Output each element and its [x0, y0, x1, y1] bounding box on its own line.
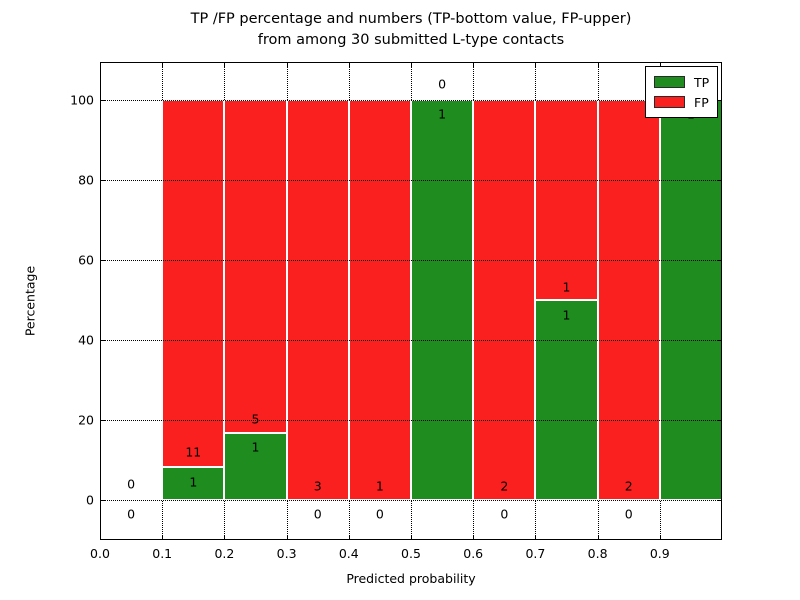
bar-segment-fp [348, 100, 411, 500]
horizontal-gridline [100, 180, 722, 181]
x-tick-label: 0.4 [338, 546, 359, 561]
y-tick-label: 20 [78, 412, 94, 428]
x-tick-mark [597, 535, 599, 540]
bar-segment-tp [162, 466, 225, 500]
horizontal-gridline [100, 100, 722, 101]
x-tick-mark [348, 535, 350, 540]
x-tick-label: 0.2 [214, 546, 235, 561]
bar-count-label: 0 [127, 506, 136, 522]
bar-count-label: 5 [251, 411, 260, 427]
bar-count-label: 2 [500, 478, 509, 494]
y-tick-mark [100, 340, 105, 341]
y-tick-mark [100, 260, 105, 261]
x-tick-mark [411, 535, 412, 540]
bar-count-label: 11 [185, 444, 202, 460]
x-tick-mark [535, 535, 537, 540]
chart-title: TP /FP percentage and numbers (TP-bottom… [100, 9, 722, 51]
x-axis-label: Predicted probability [346, 571, 476, 586]
bar-count-label: 1 [562, 279, 571, 295]
x-tick-mark [162, 62, 164, 67]
x-tick-mark [473, 535, 475, 540]
y-tick-mark [100, 100, 105, 101]
bar-segment-fp [597, 100, 660, 500]
x-tick-mark [473, 62, 475, 67]
x-tick-mark [224, 62, 226, 67]
y-tick-mark [100, 180, 105, 181]
y-axis-label: Percentage [22, 265, 38, 337]
x-tick-mark [224, 535, 226, 540]
tp-swatch-icon [654, 76, 685, 88]
bar-count-label: 0 [313, 506, 322, 522]
horizontal-gridline [100, 260, 722, 261]
legend-label-fp: FP [694, 94, 709, 110]
bar-segment-fp [224, 100, 287, 434]
x-tick-mark [597, 62, 599, 67]
x-tick-mark [286, 62, 288, 67]
bar-segment-fp [286, 100, 349, 500]
bar-count-label: 2 [624, 478, 633, 494]
legend-label-tp: TP [694, 74, 710, 90]
bar-segment-tp [535, 300, 598, 500]
chart-title-line2: from among 30 submitted L-type contacts [257, 32, 565, 48]
bar-count-label: 1 [251, 439, 260, 455]
bar-count-label: 1 [438, 106, 447, 122]
x-tick-mark [162, 535, 164, 540]
x-tick-label: 0.6 [463, 546, 484, 561]
x-tick-label: 0.7 [525, 546, 546, 561]
x-tick-label: 0.1 [152, 546, 173, 561]
y-tick-label: 100 [70, 92, 94, 108]
bar-count-label: 1 [375, 478, 384, 494]
horizontal-gridline [100, 500, 722, 501]
legend: TP FP [645, 66, 719, 118]
x-tick-mark [348, 62, 350, 67]
x-tick-mark [659, 62, 661, 67]
x-tick-label: 0.3 [276, 546, 297, 561]
bar-count-label: 1 [189, 474, 198, 490]
y-tick-mark [717, 260, 722, 261]
bar-segment-tp [659, 100, 722, 500]
x-tick-mark [286, 535, 288, 540]
bar-segment-fp [162, 100, 225, 467]
y-tick-mark [717, 180, 722, 181]
x-tick-label: 0.5 [401, 546, 421, 561]
bar-segment-fp [535, 100, 598, 300]
x-tick-label: 0.8 [587, 546, 608, 561]
bar-count-label: 0 [438, 76, 447, 92]
y-tick-label: 40 [78, 332, 94, 348]
legend-entry-fp: FP [654, 92, 709, 112]
bar-count-label: 0 [375, 506, 384, 522]
bar-count-label: 0 [624, 506, 633, 522]
x-tick-mark [411, 62, 412, 67]
x-tick-mark [535, 62, 537, 67]
y-tick-label: 80 [78, 172, 94, 188]
bar-segment-fp [473, 100, 536, 500]
y-tick-mark [100, 500, 105, 501]
x-tick-label: 0.9 [649, 546, 670, 561]
plot-area: 00111513010012011201 [100, 62, 722, 540]
bar-count-label: 3 [313, 478, 322, 494]
y-tick-label: 0 [86, 492, 94, 508]
x-tick-label: 0.0 [90, 546, 110, 561]
fp-swatch-icon [654, 96, 685, 108]
y-tick-label: 60 [78, 252, 94, 268]
horizontal-gridline [100, 340, 722, 341]
legend-entry-tp: TP [654, 72, 709, 92]
y-tick-mark [717, 340, 722, 341]
y-tick-mark [717, 100, 722, 101]
bar-count-label: 1 [562, 307, 571, 323]
bar-count-label: 0 [127, 476, 136, 492]
y-tick-mark [100, 420, 105, 421]
bar-segment-tp [224, 433, 287, 500]
y-tick-mark [717, 420, 722, 421]
x-tick-mark [659, 535, 661, 540]
horizontal-gridline [100, 420, 722, 421]
bar-count-label: 0 [500, 506, 509, 522]
y-tick-mark [717, 500, 722, 501]
chart-title-line1: TP /FP percentage and numbers (TP-bottom… [190, 11, 632, 27]
bar-segment-tp [411, 100, 474, 500]
